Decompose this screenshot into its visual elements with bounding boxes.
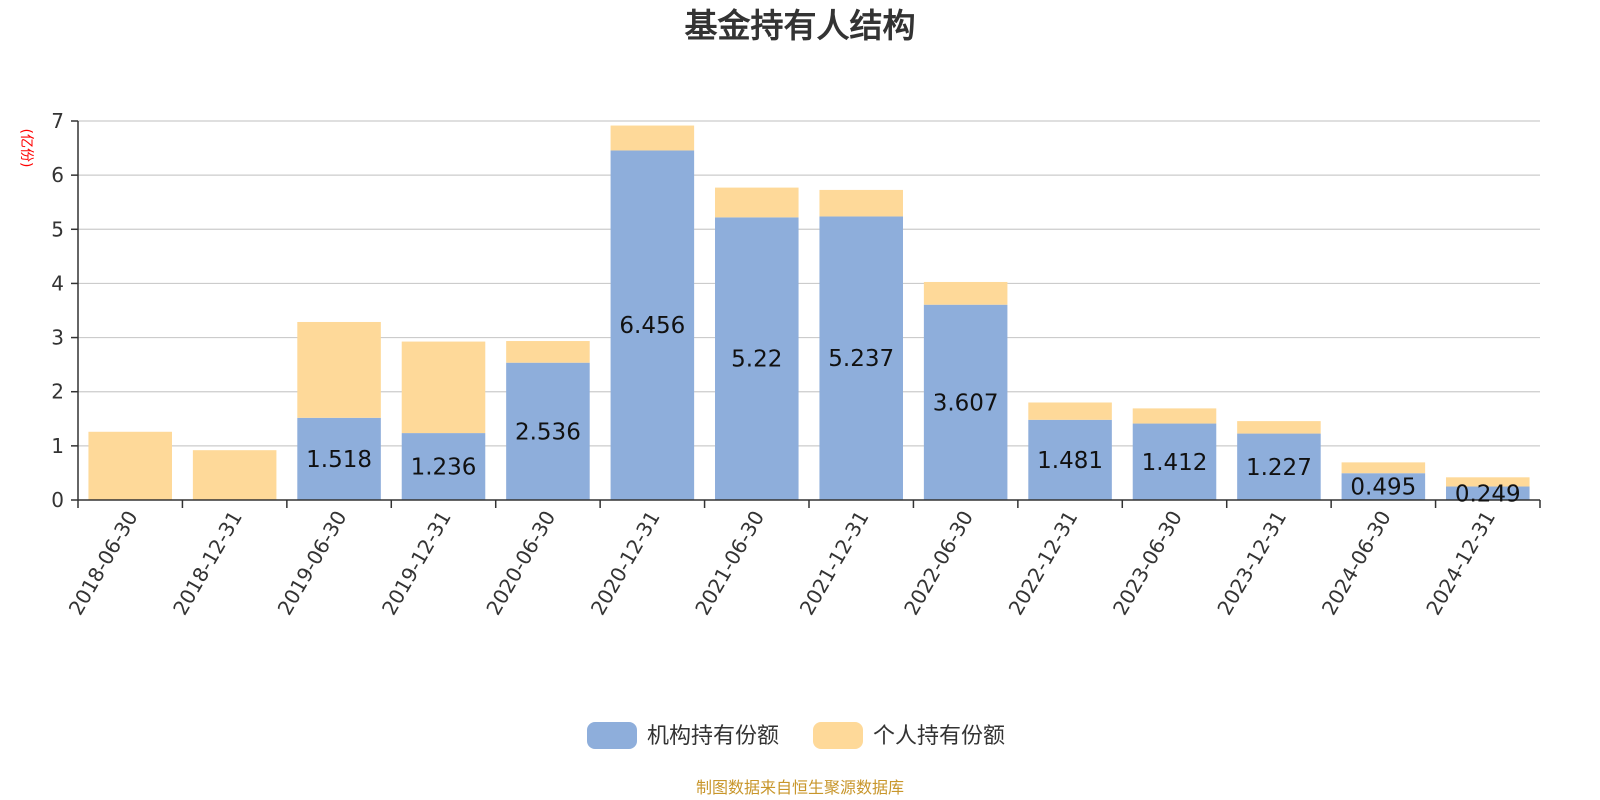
x-tick-label: 2020-06-30 (481, 507, 560, 620)
institutional-bar (1237, 433, 1321, 500)
legend-swatch (587, 722, 637, 749)
individual-bar (715, 187, 799, 218)
y-tick-label: 2 (51, 380, 64, 404)
bar-value-label: 0.249 (1455, 481, 1521, 507)
institutional-bar (1028, 419, 1112, 500)
x-tick-label: 2018-06-30 (64, 507, 143, 620)
individual-bar (192, 450, 277, 500)
bar-value-label: 1.227 (1246, 455, 1312, 481)
legend: 机构持有份额 个人持有份额 (587, 722, 1005, 749)
institutional-bar (1446, 486, 1530, 500)
bar-value-label: 3.607 (933, 390, 999, 416)
legend-swatch (813, 722, 863, 749)
y-tick-label: 5 (51, 217, 64, 241)
x-tick-label: 2020-12-31 (586, 507, 665, 620)
x-tick-label: 2019-12-31 (377, 507, 456, 620)
legend-label: 个人持有份额 (873, 724, 1005, 749)
institutional-bar (1132, 423, 1217, 500)
institutional-bar (1341, 473, 1426, 500)
individual-bar (1446, 477, 1530, 487)
x-tick-label: 2023-06-30 (1108, 507, 1187, 620)
individual-bar (506, 341, 590, 363)
individual-bar (1237, 421, 1321, 434)
individual-bar (1028, 402, 1112, 420)
x-tick-label: 2024-06-30 (1317, 507, 1396, 620)
x-tick-label: 2021-12-31 (795, 507, 874, 620)
individual-bar (1341, 462, 1426, 474)
bar-value-label: 1.481 (1037, 448, 1103, 474)
y-tick-label: 6 (51, 163, 64, 187)
bar-value-label: 5.237 (828, 346, 894, 372)
x-tick-label: 2022-12-31 (1003, 507, 1082, 620)
bars (88, 125, 1530, 501)
bar-value-label: 5.22 (731, 347, 782, 373)
individual-bar (923, 281, 1008, 305)
y-tick-label: 3 (51, 326, 64, 350)
individual-bar (401, 341, 486, 434)
individual-bar (88, 431, 172, 500)
x-tick-label: 2019-06-30 (272, 507, 351, 620)
y-tick-label: 7 (51, 109, 64, 133)
legend-label: 机构持有份额 (647, 724, 779, 749)
data-labels: 1.518 1.236 2.536 6.456 5.22 5.237 3.607 1.481 1… (306, 313, 1521, 507)
individual-bar (610, 125, 695, 151)
x-tick-label: 2021-06-30 (690, 507, 769, 620)
y-axis-unit-label: (亿份) (18, 129, 34, 168)
institutional-bar (401, 433, 486, 500)
x-tick-label: 2018-12-31 (168, 507, 247, 620)
institutional-bar (297, 417, 381, 500)
individual-bar (297, 321, 381, 418)
x-tick-label: 2022-06-30 (899, 506, 978, 619)
y-tick-label: 4 (51, 271, 64, 295)
chart-title: 基金持有人结构 (685, 6, 916, 45)
bar-value-label: 2.536 (515, 419, 581, 445)
individual-bar (1132, 408, 1217, 424)
institutional-bar (715, 217, 799, 501)
institutional-bar (819, 216, 903, 500)
bar-value-label: 1.518 (306, 447, 372, 473)
individual-bar (819, 189, 903, 217)
bar-value-label: 1.236 (411, 455, 477, 481)
bar-value-label: 6.456 (619, 313, 685, 339)
y-tick-label: 0 (51, 488, 64, 512)
y-tick-label: 1 (51, 434, 64, 458)
data-source-note: 制图数据来自恒生聚源数据库 (696, 778, 904, 797)
institutional-bar (923, 304, 1008, 500)
institutional-bar (506, 362, 590, 500)
x-tick-label: 2023-12-31 (1212, 507, 1291, 620)
x-tick-label: 2024-12-31 (1421, 507, 1500, 620)
bar-value-label: 1.412 (1142, 450, 1208, 476)
bar-value-label: 0.495 (1350, 475, 1416, 501)
institutional-bar (610, 150, 695, 500)
